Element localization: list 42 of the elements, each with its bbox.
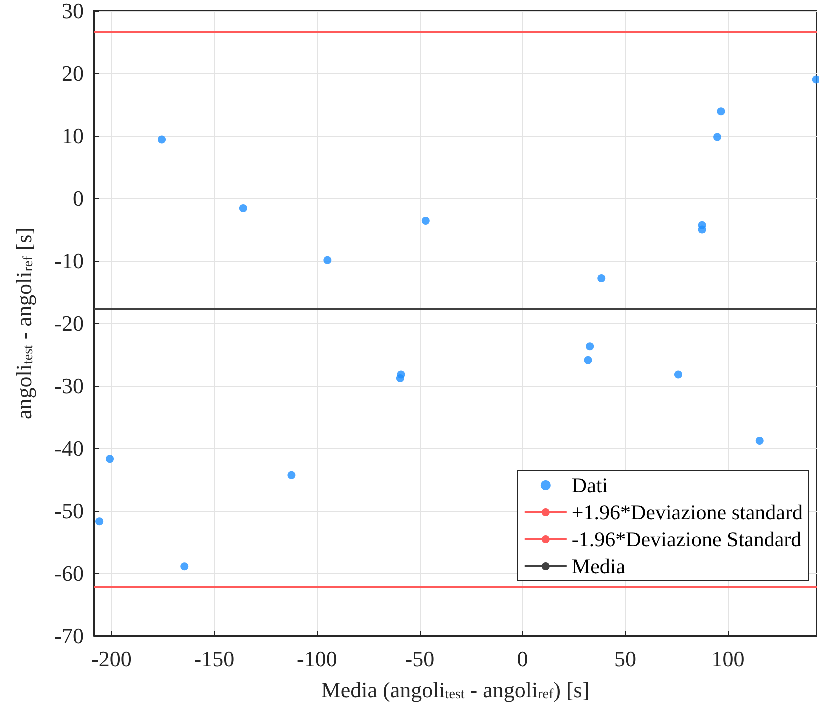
y-tick-label: -40 [54, 436, 84, 461]
x-tick-label: 0 [517, 646, 528, 672]
point [96, 518, 104, 526]
point [324, 256, 332, 264]
legend-label: +1.96*Deviazione standard [572, 500, 804, 524]
point [180, 562, 189, 571]
y-tick-label: -70 [54, 624, 84, 648]
y-tick-label: -20 [54, 311, 84, 336]
x-tick-label: 50 [614, 646, 636, 672]
point [584, 356, 592, 364]
legend-label: Dati [572, 474, 608, 498]
x-tick-label: -150 [194, 646, 235, 672]
point [422, 217, 430, 225]
point [698, 226, 706, 234]
x-axis-title: Media (angolitest - angoliref) [s] [321, 678, 590, 702]
y-tick-label: 0 [73, 186, 84, 211]
legend-label: Media [572, 554, 626, 578]
x-tick-label: -200 [92, 646, 132, 672]
legend-label: -1.96*Deviazione Standard [572, 528, 802, 552]
y-tick-label: -10 [54, 248, 84, 274]
x-tick-label: -100 [297, 646, 338, 672]
point [714, 133, 722, 142]
point [812, 76, 819, 84]
point [598, 274, 606, 282]
point [586, 342, 594, 351]
x-tick-label: -50 [405, 646, 435, 672]
point [756, 437, 764, 445]
point [239, 204, 248, 212]
y-tick-label: 20 [62, 61, 84, 86]
point [717, 108, 726, 116]
point [106, 455, 114, 464]
y-tick-label: -50 [54, 498, 84, 524]
y-tick-label: -30 [54, 374, 84, 398]
point [674, 370, 682, 379]
point [288, 471, 296, 480]
y-tick-label: 10 [62, 124, 84, 148]
y-tick-label: 30 [62, 0, 84, 24]
point [158, 136, 166, 144]
y-tick-label: -60 [54, 561, 84, 586]
point [397, 370, 406, 379]
y-axis-title: angolitest - angoliref [s] [12, 228, 36, 420]
x-tick-label: 100 [712, 646, 745, 672]
